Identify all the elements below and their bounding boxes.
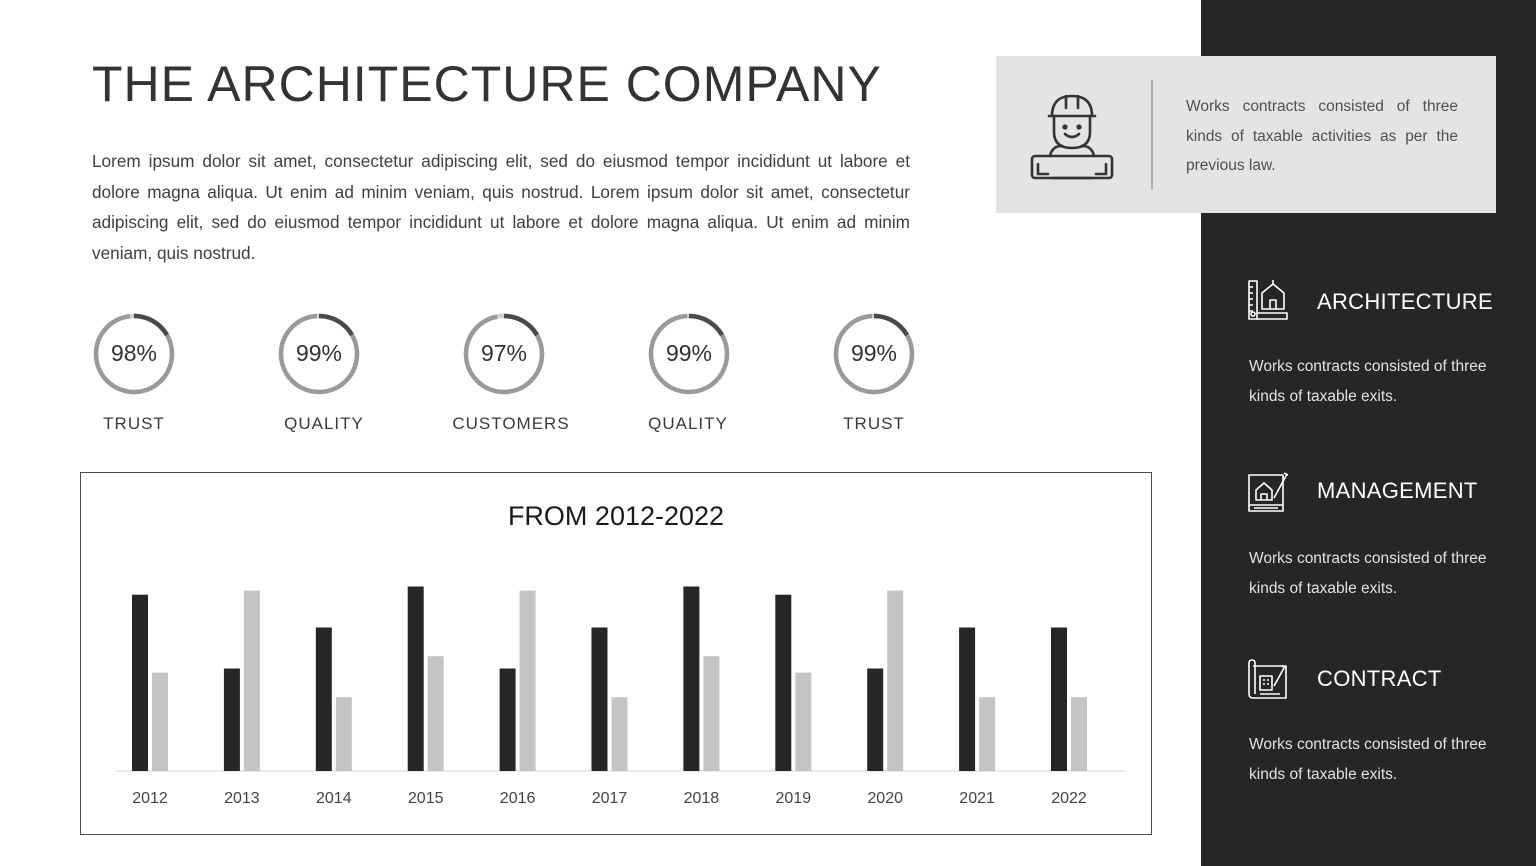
x-tick-label: 2022 <box>1051 790 1087 807</box>
stat-value: 99% <box>295 340 343 366</box>
x-tick-label: 2021 <box>959 790 995 807</box>
progress-ring <box>648 313 730 395</box>
ring-highlight <box>133 313 169 337</box>
feature-desc: Works contracts consisted of three kinds… <box>1249 736 1487 783</box>
progress-ring <box>463 313 545 395</box>
stat-label: QUALITY <box>284 414 364 433</box>
ring-highlight <box>318 313 354 337</box>
bar-2021-1 <box>959 627 976 771</box>
bar-2022-2 <box>1071 697 1087 771</box>
stat-quality: 99% QUALITY <box>277 312 447 442</box>
feature-desc: Works contracts consisted of three kinds… <box>1249 358 1487 405</box>
bar-2016-1 <box>499 668 516 771</box>
feature-desc: Works contracts consisted of three kinds… <box>1249 550 1487 597</box>
bar-2015-1 <box>407 586 424 771</box>
x-tick-label: 2020 <box>867 790 903 807</box>
contract-icon <box>1246 658 1290 707</box>
bar-2022-1 <box>1051 627 1067 771</box>
bar-2019-2 <box>795 672 812 771</box>
info-card: Works contracts consisted of three kinds… <box>996 56 1496 213</box>
stat-value: 99% <box>850 340 898 366</box>
management-icon <box>1246 470 1290 519</box>
bar-2017-1 <box>591 627 608 771</box>
stats-row: 98% TRUST 99% QUALITY 97% CUSTOMERS 99% … <box>92 312 922 442</box>
bar-2014-1 <box>315 627 332 771</box>
bar-2019-1 <box>775 594 792 771</box>
stat-label: TRUST <box>843 414 905 433</box>
stat-label: CUSTOMERS <box>452 414 570 433</box>
bar-2012-1 <box>132 594 148 771</box>
ring-highlight <box>873 313 909 337</box>
stat-customers: 97% CUSTOMERS <box>452 312 632 442</box>
chart-title: FROM 2012-2022 <box>507 501 725 531</box>
bar-2018-1 <box>683 586 700 771</box>
stat-label: TRUST <box>103 414 165 433</box>
bar-2013-2 <box>243 590 260 771</box>
progress-ring <box>833 313 915 395</box>
stat-trust-2: 99% TRUST <box>832 312 1002 442</box>
x-tick-label: 2017 <box>592 790 628 807</box>
bar-2017-2 <box>611 697 628 771</box>
chart-plot: 2012 2013 2014 2015 2016 2017 2018 2019 2020 2021… <box>116 586 1126 807</box>
card-text: Works contracts consisted of three kinds… <box>1186 98 1458 174</box>
stat-trust: 98% TRUST <box>92 312 262 442</box>
intro-paragraph: Lorem ipsum dolor sit amet, consectetur … <box>92 151 910 263</box>
bar-2020-1 <box>867 668 884 771</box>
card-divider <box>1151 80 1153 190</box>
bar-2015-2 <box>427 656 444 771</box>
feature-title: MANAGEMENT <box>1317 478 1478 503</box>
bar-2020-2 <box>887 590 904 771</box>
x-tick-label: 2019 <box>776 790 812 807</box>
x-tick-label: 2016 <box>500 790 536 807</box>
bar-2018-2 <box>703 656 720 771</box>
ring-highlight <box>503 313 539 337</box>
bar-2012-2 <box>152 672 168 771</box>
x-tick-label: 2015 <box>408 790 444 807</box>
architecture-icon <box>1246 278 1290 327</box>
x-tick-label: 2018 <box>684 790 720 807</box>
bar-2021-2 <box>979 697 996 771</box>
stat-value: 98% <box>110 340 158 366</box>
bar-chart: FROM 2012-2022 2012 2013 2014 2015 2016 2017 2… <box>80 472 1152 835</box>
progress-ring <box>93 313 175 395</box>
bar-2014-2 <box>335 697 352 771</box>
stat-quality-2: 99% QUALITY <box>647 312 817 442</box>
bar-2013-1 <box>223 668 240 771</box>
stat-value: 99% <box>665 340 713 366</box>
stat-label: QUALITY <box>648 414 728 433</box>
stat-value: 97% <box>480 340 528 366</box>
x-tick-label: 2014 <box>316 790 352 807</box>
bar-2016-2 <box>519 590 536 771</box>
page-title: THE ARCHITECTURE COMPANY <box>92 56 882 112</box>
feature-title: ARCHITECTURE <box>1317 289 1493 314</box>
feature-title: CONTRACT <box>1317 666 1442 691</box>
x-tick-label: 2013 <box>224 790 260 807</box>
x-tick-label: 2012 <box>132 790 168 807</box>
engineer-icon <box>1022 86 1122 191</box>
progress-ring <box>278 313 360 395</box>
ring-highlight <box>688 313 724 337</box>
